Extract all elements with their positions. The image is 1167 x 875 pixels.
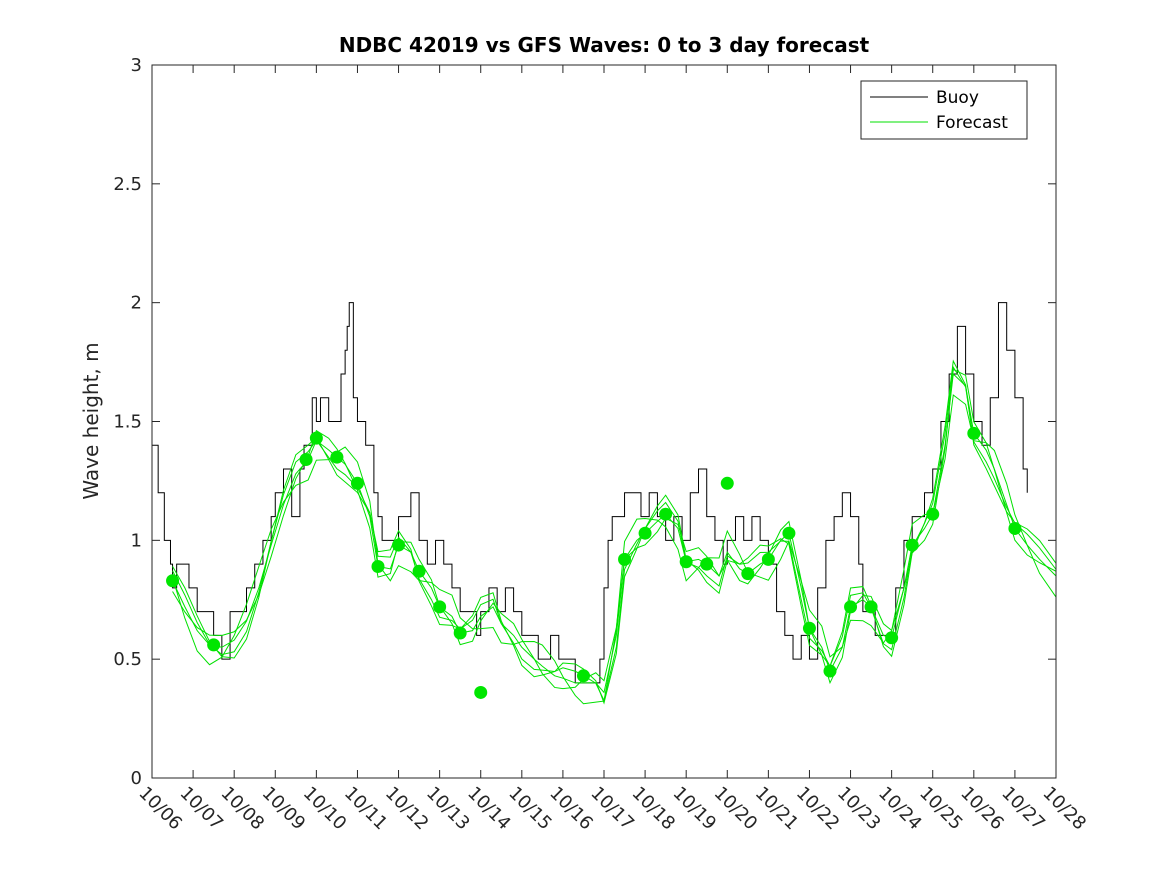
- forecast-marker: [1008, 521, 1022, 535]
- forecast-marker: [802, 621, 816, 635]
- y-tick-label: 2.5: [113, 174, 142, 195]
- forecast-marker: [926, 507, 940, 521]
- forecast-marker: [679, 555, 693, 569]
- y-tick-label: 2: [131, 293, 142, 314]
- forecast-marker: [207, 638, 221, 652]
- forecast-marker: [350, 476, 364, 490]
- y-tick-label: 0.5: [113, 649, 142, 670]
- y-axis-label: Wave height, m: [79, 342, 103, 499]
- forecast-marker: [474, 685, 488, 699]
- forecast-marker: [659, 507, 673, 521]
- y-tick-label: 0: [131, 768, 142, 789]
- axis-ticks: [151, 64, 1057, 779]
- forecast-marker: [885, 631, 899, 645]
- y-tick-label: 3: [131, 55, 142, 76]
- plot-frame: [151, 64, 1057, 779]
- legend: Buoy Forecast: [860, 80, 1028, 140]
- forecast-marker: [433, 600, 447, 614]
- forecast-marker: [618, 552, 632, 566]
- forecast-marker: [576, 669, 590, 683]
- legend-forecast-label: Forecast: [936, 113, 1008, 133]
- forecast-marker: [309, 431, 323, 445]
- forecast-marker: [412, 564, 426, 578]
- forecast-marker: [392, 538, 406, 552]
- forecast-series-line: [172, 365, 1057, 702]
- forecast-marker: [741, 567, 755, 581]
- forecast-marker: [905, 538, 919, 552]
- y-tick-label: 1.5: [113, 412, 142, 433]
- forecast-marker: [967, 426, 981, 440]
- forecast-marker: [371, 559, 385, 573]
- forecast-marker: [761, 552, 775, 566]
- y-tick-label: 1: [131, 530, 142, 551]
- forecast-marker: [823, 664, 837, 678]
- marker-layer: [166, 426, 1022, 699]
- forecast-marker: [453, 626, 467, 640]
- forecast-marker: [330, 450, 344, 464]
- forecast-series-line: [172, 368, 1057, 690]
- plot-area: [152, 65, 1056, 778]
- forecast-series-line: [172, 359, 1057, 705]
- forecast-marker: [720, 476, 734, 490]
- forecast-marker: [782, 526, 796, 540]
- chart-title: NDBC 42019 vs GFS Waves: 0 to 3 day fore…: [339, 33, 870, 57]
- forecast-marker: [638, 526, 652, 540]
- forecast-marker: [844, 600, 858, 614]
- legend-buoy-label: Buoy: [936, 88, 979, 108]
- legend-box: [860, 80, 1028, 140]
- forecast-marker: [700, 557, 714, 571]
- forecast-marker: [299, 453, 313, 467]
- forecast-marker: [864, 600, 878, 614]
- y-tick-labels: 0 0.5 1 1.5 2 2.5 3: [113, 55, 142, 789]
- forecast-marker: [166, 574, 180, 588]
